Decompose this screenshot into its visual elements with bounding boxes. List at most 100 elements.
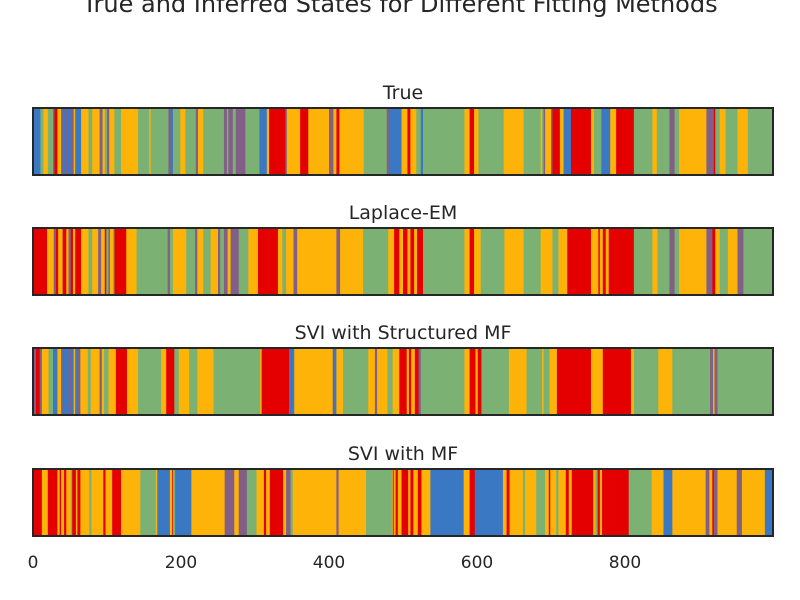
state-segment [523,228,542,295]
state-segment [595,469,599,536]
state-segment [420,108,424,175]
state-segment [590,348,604,415]
state-segment [422,108,466,175]
state-segment [286,228,295,295]
state-segment [70,348,75,415]
state-segment [108,228,111,295]
state-segment [747,108,774,175]
state-segment [542,108,545,175]
state-segment [503,108,525,175]
panel-title: SVI with MF [348,443,458,465]
state-segment [363,228,389,295]
state-segment [228,108,234,175]
state-segment [102,108,106,175]
state-segment [172,108,181,175]
state-segment [764,469,774,536]
state-segment [679,108,707,175]
panel-frame [32,347,774,416]
x-tick-label: 200 [165,553,197,573]
state-segment [610,108,617,175]
state-segment [599,228,604,295]
state-segment [75,469,78,536]
state-segment [543,348,551,415]
state-segment [104,228,107,295]
state-segment [343,348,369,415]
state-segment [263,469,267,536]
state-segment [73,108,76,175]
state-segment [61,469,65,536]
state-segment [605,228,610,295]
state-segment [374,348,378,415]
state-segment [329,108,335,175]
state-segment [525,469,537,536]
state-segment [266,469,271,536]
state-segment [238,228,249,295]
state-segment [114,108,122,175]
state-segment [410,108,417,175]
state-segment [336,469,340,536]
state-segment [475,348,479,415]
state-segment [297,228,337,295]
state-segment [293,228,298,295]
state-segment [417,469,423,536]
panel-frame [32,107,774,176]
state-segment [41,348,50,415]
state-segment [526,348,543,415]
state-segment [334,348,337,415]
state-segment [300,108,309,175]
state-segment [52,108,56,175]
state-segment [340,228,364,295]
state-segment [394,469,397,536]
state-segment [62,228,67,295]
state-segment [717,469,738,536]
state-segment [408,348,412,415]
state-segment [149,108,152,175]
state-segment [506,469,511,536]
state-segment [403,228,409,295]
state-segment [601,108,611,175]
state-segment [259,108,268,175]
state-segment [705,469,710,536]
state-segment [235,108,246,175]
state-segment [725,108,739,175]
state-segment [220,228,225,295]
state-segment [597,469,601,536]
state-segment [103,469,107,536]
state-segment [420,348,466,415]
state-segment [99,348,103,415]
state-segment [338,469,367,536]
state-segment [717,348,774,415]
state-segment [709,469,713,536]
state-segment [269,108,286,175]
state-segment [77,469,81,536]
state-segment [377,348,389,415]
state-segment [218,228,221,295]
state-segment [89,469,93,536]
state-segment [269,469,284,536]
state-segment [336,228,341,295]
state-segment [87,348,92,415]
state-segment [478,108,505,175]
state-segment [563,108,572,175]
state-segment [172,469,176,536]
state-segment [115,348,128,415]
state-segment [227,228,232,295]
state-segment [80,469,90,536]
state-segment [633,348,659,415]
state-segment [332,348,335,415]
state-segment [474,469,504,536]
state-segment [502,469,508,536]
state-segment [710,348,714,415]
state-segment [52,348,59,415]
panel-title: Laplace-EM [349,202,458,224]
state-segment [715,228,721,295]
state-segment [261,348,290,415]
state-segment [64,469,67,536]
state-segment [552,228,559,295]
state-segment [713,348,716,415]
state-segment [226,108,229,175]
state-segment [232,108,237,175]
state-segment [138,348,162,415]
state-segment [663,469,673,536]
state-segment [90,348,101,415]
